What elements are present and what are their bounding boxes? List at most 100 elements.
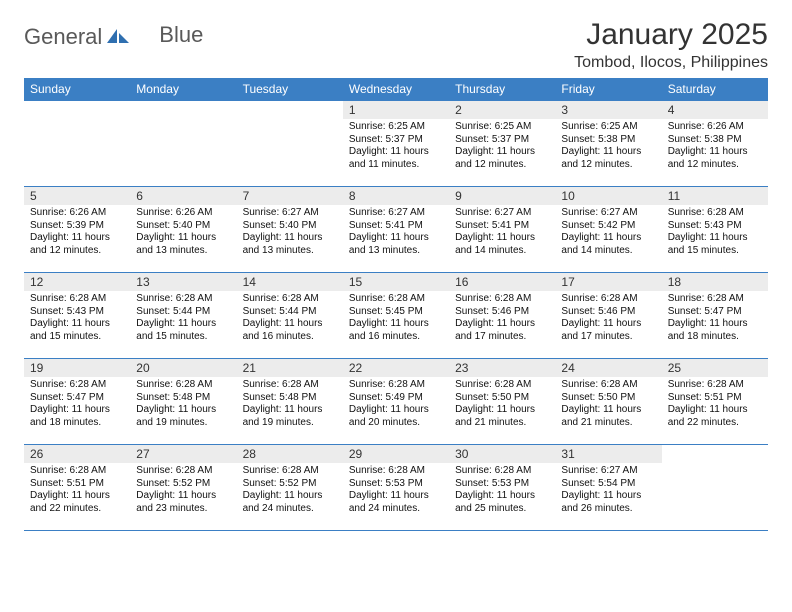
day-number: 4 xyxy=(662,101,768,119)
calendar-day-cell: 5Sunrise: 6:26 AMSunset: 5:39 PMDaylight… xyxy=(24,187,130,273)
calendar-day-cell xyxy=(237,101,343,187)
day-number: 16 xyxy=(449,273,555,291)
day-details: Sunrise: 6:28 AMSunset: 5:48 PMDaylight:… xyxy=(130,377,236,433)
calendar-day-cell: 9Sunrise: 6:27 AMSunset: 5:41 PMDaylight… xyxy=(449,187,555,273)
day-number: 19 xyxy=(24,359,130,377)
day-number: 26 xyxy=(24,445,130,463)
day-details: Sunrise: 6:28 AMSunset: 5:43 PMDaylight:… xyxy=(24,291,130,347)
day-number: 10 xyxy=(555,187,661,205)
calendar-day-cell: 30Sunrise: 6:28 AMSunset: 5:53 PMDayligh… xyxy=(449,445,555,531)
calendar-week-row: 26Sunrise: 6:28 AMSunset: 5:51 PMDayligh… xyxy=(24,445,768,531)
day-details: Sunrise: 6:28 AMSunset: 5:53 PMDaylight:… xyxy=(449,463,555,519)
day-number: 5 xyxy=(24,187,130,205)
day-number: 17 xyxy=(555,273,661,291)
day-number: 14 xyxy=(237,273,343,291)
calendar-day-cell: 19Sunrise: 6:28 AMSunset: 5:47 PMDayligh… xyxy=(24,359,130,445)
calendar-day-cell: 23Sunrise: 6:28 AMSunset: 5:50 PMDayligh… xyxy=(449,359,555,445)
day-number: 31 xyxy=(555,445,661,463)
calendar-day-cell: 24Sunrise: 6:28 AMSunset: 5:50 PMDayligh… xyxy=(555,359,661,445)
day-number: 15 xyxy=(343,273,449,291)
day-details: Sunrise: 6:26 AMSunset: 5:38 PMDaylight:… xyxy=(662,119,768,175)
weekday-header: Thursday xyxy=(449,78,555,101)
day-details: Sunrise: 6:28 AMSunset: 5:47 PMDaylight:… xyxy=(24,377,130,433)
day-number: 29 xyxy=(343,445,449,463)
day-details: Sunrise: 6:28 AMSunset: 5:46 PMDaylight:… xyxy=(449,291,555,347)
day-details: Sunrise: 6:28 AMSunset: 5:52 PMDaylight:… xyxy=(130,463,236,519)
calendar-day-cell: 1Sunrise: 6:25 AMSunset: 5:37 PMDaylight… xyxy=(343,101,449,187)
weekday-header: Saturday xyxy=(662,78,768,101)
calendar-day-cell: 16Sunrise: 6:28 AMSunset: 5:46 PMDayligh… xyxy=(449,273,555,359)
calendar-day-cell: 25Sunrise: 6:28 AMSunset: 5:51 PMDayligh… xyxy=(662,359,768,445)
calendar-week-row: 1Sunrise: 6:25 AMSunset: 5:37 PMDaylight… xyxy=(24,101,768,187)
calendar-day-cell: 31Sunrise: 6:27 AMSunset: 5:54 PMDayligh… xyxy=(555,445,661,531)
day-details: Sunrise: 6:27 AMSunset: 5:54 PMDaylight:… xyxy=(555,463,661,519)
calendar-day-cell: 11Sunrise: 6:28 AMSunset: 5:43 PMDayligh… xyxy=(662,187,768,273)
calendar-day-cell: 17Sunrise: 6:28 AMSunset: 5:46 PMDayligh… xyxy=(555,273,661,359)
day-number: 12 xyxy=(24,273,130,291)
day-number: 2 xyxy=(449,101,555,119)
calendar-day-cell: 10Sunrise: 6:27 AMSunset: 5:42 PMDayligh… xyxy=(555,187,661,273)
day-details: Sunrise: 6:28 AMSunset: 5:44 PMDaylight:… xyxy=(237,291,343,347)
weekday-header: Tuesday xyxy=(237,78,343,101)
day-details: Sunrise: 6:25 AMSunset: 5:38 PMDaylight:… xyxy=(555,119,661,175)
calendar-day-cell: 27Sunrise: 6:28 AMSunset: 5:52 PMDayligh… xyxy=(130,445,236,531)
calendar-day-cell: 2Sunrise: 6:25 AMSunset: 5:37 PMDaylight… xyxy=(449,101,555,187)
day-details: Sunrise: 6:28 AMSunset: 5:50 PMDaylight:… xyxy=(449,377,555,433)
day-number: 27 xyxy=(130,445,236,463)
weekday-header: Wednesday xyxy=(343,78,449,101)
day-number: 18 xyxy=(662,273,768,291)
calendar-day-cell: 21Sunrise: 6:28 AMSunset: 5:48 PMDayligh… xyxy=(237,359,343,445)
day-details: Sunrise: 6:28 AMSunset: 5:48 PMDaylight:… xyxy=(237,377,343,433)
calendar-day-cell: 26Sunrise: 6:28 AMSunset: 5:51 PMDayligh… xyxy=(24,445,130,531)
brand-logo: General Blue xyxy=(24,18,203,50)
day-number: 13 xyxy=(130,273,236,291)
day-details: Sunrise: 6:28 AMSunset: 5:53 PMDaylight:… xyxy=(343,463,449,519)
day-number: 11 xyxy=(662,187,768,205)
location-text: Tombod, Ilocos, Philippines xyxy=(574,54,768,72)
brand-word-general: General xyxy=(24,24,102,50)
weekday-header: Friday xyxy=(555,78,661,101)
day-number: 9 xyxy=(449,187,555,205)
day-number: 25 xyxy=(662,359,768,377)
day-number: 1 xyxy=(343,101,449,119)
day-number: 8 xyxy=(343,187,449,205)
day-details: Sunrise: 6:27 AMSunset: 5:41 PMDaylight:… xyxy=(343,205,449,261)
calendar-day-cell: 15Sunrise: 6:28 AMSunset: 5:45 PMDayligh… xyxy=(343,273,449,359)
day-details: Sunrise: 6:25 AMSunset: 5:37 PMDaylight:… xyxy=(449,119,555,175)
day-number: 6 xyxy=(130,187,236,205)
day-details: Sunrise: 6:28 AMSunset: 5:50 PMDaylight:… xyxy=(555,377,661,433)
day-number: 20 xyxy=(130,359,236,377)
month-title: January 2025 xyxy=(574,18,768,52)
day-number: 23 xyxy=(449,359,555,377)
day-details: Sunrise: 6:28 AMSunset: 5:46 PMDaylight:… xyxy=(555,291,661,347)
weekday-header: Sunday xyxy=(24,78,130,101)
weekday-header: Monday xyxy=(130,78,236,101)
day-details: Sunrise: 6:28 AMSunset: 5:44 PMDaylight:… xyxy=(130,291,236,347)
day-details: Sunrise: 6:28 AMSunset: 5:45 PMDaylight:… xyxy=(343,291,449,347)
day-details: Sunrise: 6:28 AMSunset: 5:47 PMDaylight:… xyxy=(662,291,768,347)
day-details: Sunrise: 6:26 AMSunset: 5:40 PMDaylight:… xyxy=(130,205,236,261)
brand-sail-icon xyxy=(105,27,131,50)
calendar-day-cell: 14Sunrise: 6:28 AMSunset: 5:44 PMDayligh… xyxy=(237,273,343,359)
calendar-week-row: 12Sunrise: 6:28 AMSunset: 5:43 PMDayligh… xyxy=(24,273,768,359)
day-details: Sunrise: 6:28 AMSunset: 5:52 PMDaylight:… xyxy=(237,463,343,519)
calendar-day-cell: 29Sunrise: 6:28 AMSunset: 5:53 PMDayligh… xyxy=(343,445,449,531)
calendar-body: 1Sunrise: 6:25 AMSunset: 5:37 PMDaylight… xyxy=(24,101,768,531)
calendar-day-cell: 12Sunrise: 6:28 AMSunset: 5:43 PMDayligh… xyxy=(24,273,130,359)
day-details: Sunrise: 6:27 AMSunset: 5:41 PMDaylight:… xyxy=(449,205,555,261)
calendar-table: SundayMondayTuesdayWednesdayThursdayFrid… xyxy=(24,78,768,531)
day-details: Sunrise: 6:28 AMSunset: 5:51 PMDaylight:… xyxy=(24,463,130,519)
calendar-day-cell: 4Sunrise: 6:26 AMSunset: 5:38 PMDaylight… xyxy=(662,101,768,187)
calendar-day-cell: 22Sunrise: 6:28 AMSunset: 5:49 PMDayligh… xyxy=(343,359,449,445)
day-number: 30 xyxy=(449,445,555,463)
calendar-day-cell xyxy=(130,101,236,187)
calendar-day-cell: 8Sunrise: 6:27 AMSunset: 5:41 PMDaylight… xyxy=(343,187,449,273)
day-details: Sunrise: 6:28 AMSunset: 5:43 PMDaylight:… xyxy=(662,205,768,261)
calendar-week-row: 5Sunrise: 6:26 AMSunset: 5:39 PMDaylight… xyxy=(24,187,768,273)
calendar-day-cell xyxy=(24,101,130,187)
day-details: Sunrise: 6:25 AMSunset: 5:37 PMDaylight:… xyxy=(343,119,449,175)
calendar-day-cell: 18Sunrise: 6:28 AMSunset: 5:47 PMDayligh… xyxy=(662,273,768,359)
day-details: Sunrise: 6:27 AMSunset: 5:42 PMDaylight:… xyxy=(555,205,661,261)
calendar-week-row: 19Sunrise: 6:28 AMSunset: 5:47 PMDayligh… xyxy=(24,359,768,445)
calendar-header-row: SundayMondayTuesdayWednesdayThursdayFrid… xyxy=(24,78,768,101)
